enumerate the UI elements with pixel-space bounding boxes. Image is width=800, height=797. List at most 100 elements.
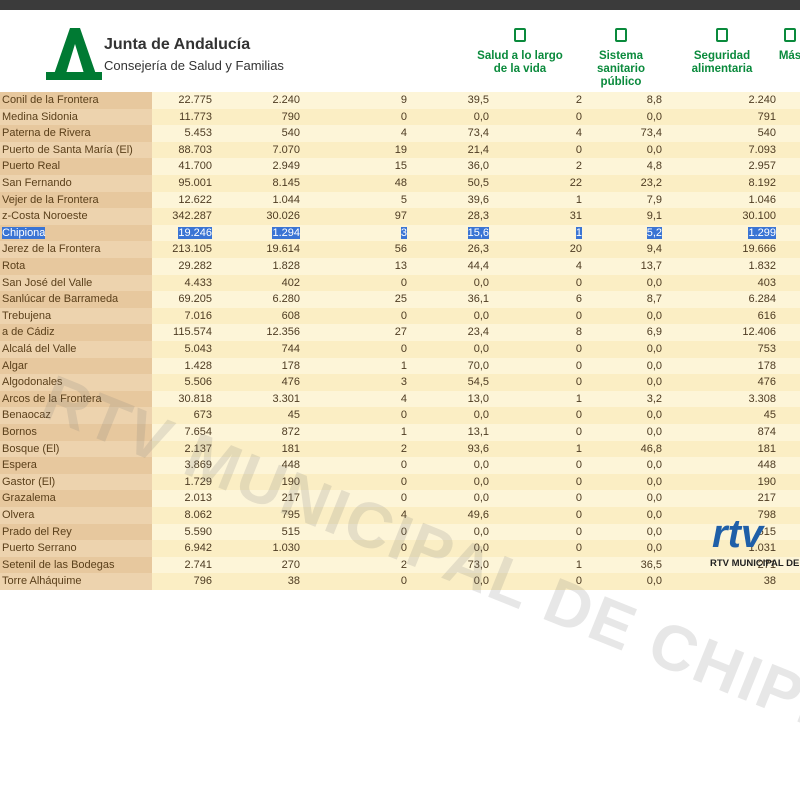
cell-text: 49,6 xyxy=(467,509,489,521)
cell-value: 0 xyxy=(576,275,582,292)
cell-value: 1 xyxy=(576,391,582,408)
cell-value: 790 xyxy=(282,109,300,126)
cell-text: 0,0 xyxy=(646,475,662,488)
cell-value: 0,0 xyxy=(647,490,662,507)
cell-text: 0,0 xyxy=(473,459,489,472)
cell-text: 217 xyxy=(757,492,776,505)
cell-value: 23,4 xyxy=(468,324,489,341)
cell-value: 8,8 xyxy=(647,92,662,109)
cell-text: 3,2 xyxy=(646,392,662,405)
cell-value: 0,0 xyxy=(647,341,662,358)
cell-value: 217 xyxy=(758,490,776,507)
cell-value: 41.700 xyxy=(178,158,212,175)
cell-text: 13 xyxy=(394,260,407,272)
cell-value: 56 xyxy=(395,241,407,258)
cell-value: 4 xyxy=(401,507,407,524)
row-name: Rota xyxy=(0,258,152,275)
cell-value: 70,0 xyxy=(468,358,489,375)
cell-value: 5.506 xyxy=(184,374,212,391)
cell-text: 4 xyxy=(400,392,407,405)
cell-text: 9,1 xyxy=(646,210,662,223)
table-row: San Fernando 95.001 8.145 48 50,5 22 23,2 8.192… xyxy=(0,175,800,192)
cell-value: 38 xyxy=(288,573,300,590)
table-row: Benaocaz 673 45 0 0,0 0 0,0 45 xyxy=(0,407,800,424)
cell-text: 4,8 xyxy=(646,160,662,173)
row-name: Gastor (El) xyxy=(0,473,152,491)
cell-value: 46,8 xyxy=(641,441,662,458)
cell-value: 3.869 xyxy=(184,457,212,474)
cell-value: 3.301 xyxy=(272,391,300,408)
cell-text: 1 xyxy=(575,442,582,455)
cell-text: 1.044 xyxy=(272,193,300,206)
cell-value: 22 xyxy=(570,175,582,192)
cell-value: 0,0 xyxy=(647,374,662,391)
cell-value: 6.280 xyxy=(272,291,300,308)
cell-text: 4 xyxy=(400,127,407,140)
cell-text: 20 xyxy=(569,243,582,256)
cell-text: 12.622 xyxy=(178,193,212,206)
cell-text: 8.145 xyxy=(272,177,300,189)
cell-value: 22.775 xyxy=(178,92,212,109)
cell-text: 0 xyxy=(400,110,407,123)
cell-text: 1.046 xyxy=(748,193,776,206)
cell-text: 46,8 xyxy=(640,442,662,455)
cell-text: 8,8 xyxy=(646,94,662,106)
table-row: Torre Alháquime 796 38 0 0,0 0 0,0 38 xyxy=(0,573,800,590)
cell-text: Paterna de Rivera xyxy=(2,127,91,140)
nav-item[interactable]: Seguridad alimentaria xyxy=(691,50,753,75)
cell-value: 0,0 xyxy=(647,109,662,126)
cell-text: Espera xyxy=(2,459,37,472)
cell-text: Gastor (El) xyxy=(2,475,56,488)
cell-value: 616 xyxy=(758,308,776,325)
cell-value: 178 xyxy=(758,358,776,375)
cell-text: 3.301 xyxy=(272,392,300,405)
nav-item[interactable]: Salud a lo largo de la vida xyxy=(477,50,563,75)
cell-value: 93,6 xyxy=(468,441,489,458)
cell-value: 0,0 xyxy=(474,308,489,325)
cell-value: 0,0 xyxy=(474,275,489,292)
cell-text: 0,0 xyxy=(646,309,662,322)
cell-text: 19 xyxy=(394,143,407,156)
brand[interactable]: Junta de Andalucía xyxy=(104,36,251,53)
cell-text: 73,4 xyxy=(640,127,662,140)
cell-text: 0,0 xyxy=(646,492,662,505)
cell-value: 27 xyxy=(395,324,407,341)
cell-value: 45 xyxy=(764,407,776,424)
cell-text: 21,4 xyxy=(467,143,489,156)
cell-value: 0,0 xyxy=(647,424,662,441)
nav-item[interactable]: Más xyxy=(778,50,800,62)
cell-text: 9,4 xyxy=(646,243,662,256)
cell-text: 115.574 xyxy=(173,326,212,339)
nav-item[interactable]: Sistema sanitario público xyxy=(597,50,645,88)
cell-text: 0 xyxy=(575,575,582,588)
cell-value: 0,0 xyxy=(474,524,489,541)
cell-text: 0,0 xyxy=(646,359,662,372)
cell-text: 19.614 xyxy=(266,243,300,256)
cell-text: 8.192 xyxy=(748,177,776,189)
cell-text: 0,0 xyxy=(646,426,662,438)
cell-value: 2 xyxy=(576,92,582,109)
cell-value: 8.062 xyxy=(184,507,212,524)
cell-value: 4 xyxy=(401,125,407,142)
cell-value: 0,0 xyxy=(474,407,489,424)
row-name: Grazalema xyxy=(0,490,152,507)
top-bar xyxy=(0,0,800,10)
cell-value: 11.773 xyxy=(179,109,212,126)
cell-value: 13,1 xyxy=(468,424,489,441)
cell-value: 6.942 xyxy=(184,540,212,557)
table-row: z-Costa Noroeste 342.287 30.026 97 28,3 31 9,1… xyxy=(0,208,800,225)
cell-text: 798 xyxy=(757,509,776,521)
row-name: Bornos xyxy=(0,424,152,441)
cell-text: 22 xyxy=(569,177,582,189)
cell-text: 795 xyxy=(281,509,300,521)
cell-text: Grazalema xyxy=(2,492,56,505)
cell-text: 0,0 xyxy=(473,475,489,488)
cell-text: 1 xyxy=(575,226,582,239)
cell-value: 0,0 xyxy=(647,507,662,524)
cell-text: 2.741 xyxy=(184,558,212,571)
